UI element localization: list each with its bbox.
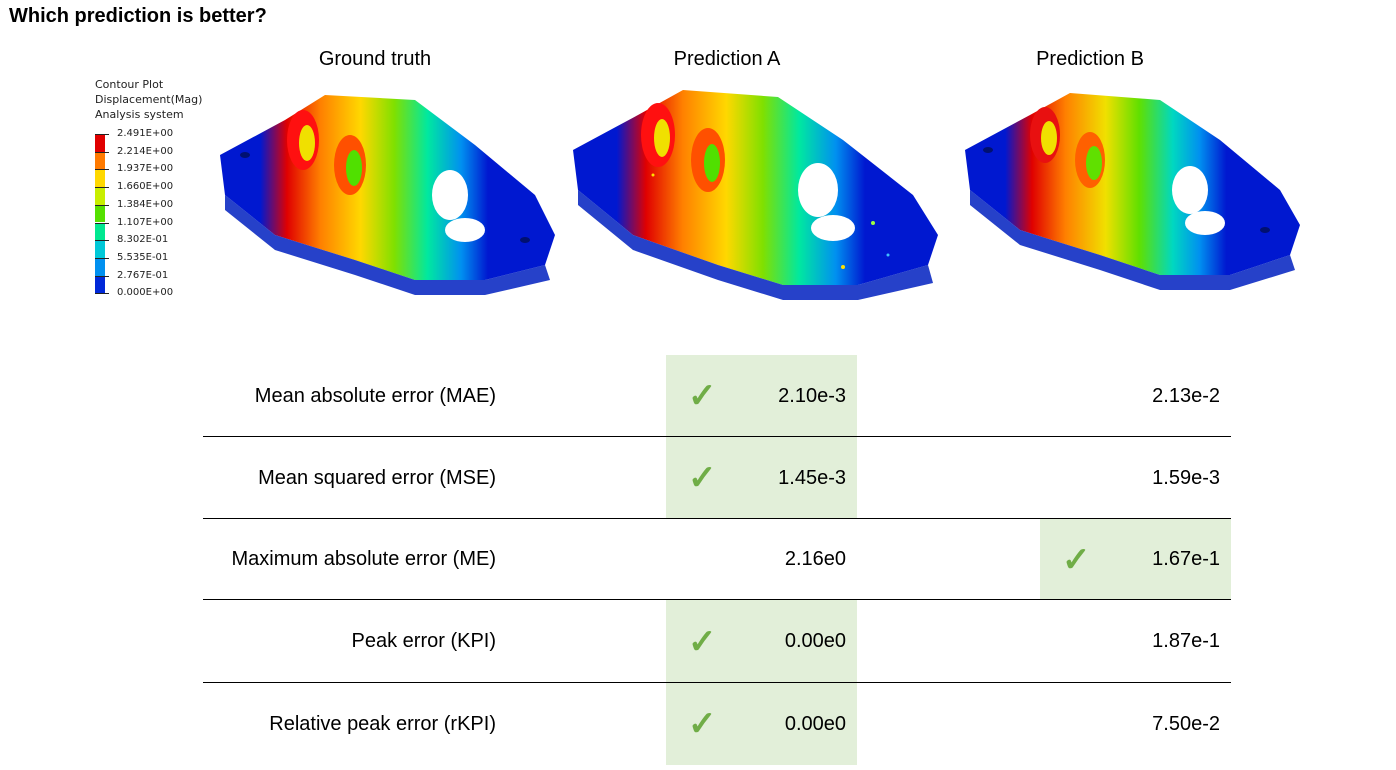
metric-value-prediction-a: ✓ 0.00e0 xyxy=(666,683,857,765)
legend-system: Analysis system xyxy=(95,108,184,121)
legend-value-label: 2.767E-01 xyxy=(117,269,169,281)
legend-color-band xyxy=(95,222,105,241)
legend-color-band xyxy=(95,257,105,276)
legend-tick xyxy=(95,240,109,242)
metric-value-text: 1.67e-1 xyxy=(1152,548,1220,570)
metric-row: Peak error (KPI) ✓ 0.00e0 1.87e-1 xyxy=(203,600,1231,683)
metric-value-prediction-b: ✓ 1.67e-1 xyxy=(1040,519,1231,600)
metric-value-prediction-b: 1.87e-1 xyxy=(1040,600,1231,683)
metric-value-text: 7.50e-2 xyxy=(1152,712,1220,735)
legend-tick xyxy=(95,222,109,224)
legend-value-label: 1.660E+00 xyxy=(117,181,174,193)
legend-value-label: 5.535E-01 xyxy=(117,251,169,263)
metric-value-text: 2.13e-2 xyxy=(1152,384,1220,407)
contour-legend: Contour Plot Displacement(Mag) Analysis … xyxy=(95,77,225,298)
legend-tick xyxy=(95,187,109,189)
legend-value-label: 1.107E+00 xyxy=(117,216,174,228)
metric-value-text: 1.87e-1 xyxy=(1152,630,1220,652)
metric-value-prediction-b: 1.59e-3 xyxy=(1040,437,1231,519)
metric-value-text: 1.59e-3 xyxy=(1152,466,1220,489)
metric-value-prediction-a: ✓ 1.45e-3 xyxy=(666,437,857,519)
metric-value-prediction-b: 7.50e-2 xyxy=(1040,683,1231,765)
bracket-render-ground-truth-image xyxy=(220,95,555,295)
legend-color-band xyxy=(95,151,105,170)
metric-row: Mean squared error (MSE) ✓ 1.45e-3 1.59e-3 xyxy=(203,437,1231,519)
metric-value-prediction-a: ✓ 0.00e0 xyxy=(666,600,857,683)
row-divider xyxy=(203,682,1231,683)
legend-tick xyxy=(95,257,109,259)
row-divider xyxy=(203,518,1231,519)
legend-tick xyxy=(95,134,109,135)
legend-tick xyxy=(95,204,109,206)
legend-tick xyxy=(95,151,109,153)
legend-quantity: Displacement(Mag) xyxy=(95,93,203,106)
legend-color-scale: 2.491E+00 2.214E+00 1.937E+00 1.660E+00 1.38… xyxy=(95,128,225,304)
legend-color-band xyxy=(95,187,105,205)
row-divider xyxy=(203,436,1231,437)
metric-value-prediction-b: 2.13e-2 xyxy=(1040,355,1231,437)
metric-label: Mean squared error (MSE) xyxy=(258,466,496,489)
legend-color-band xyxy=(95,204,105,223)
metric-value-text: 0.00e0 xyxy=(784,712,846,735)
metrics-table: Mean absolute error (MAE) ✓ 2.10e-3 2.13e-2… xyxy=(203,355,1231,765)
metric-value-text: 0.00e0 xyxy=(784,630,846,652)
metric-value-prediction-a: 2.16e0 xyxy=(666,519,857,600)
metric-row: Relative peak error (rKPI) ✓ 0.00e0 7.50e-2 xyxy=(203,683,1231,765)
metric-label: Maximum absolute error (ME) xyxy=(231,548,496,570)
row-divider xyxy=(203,599,1231,600)
metric-value-prediction-a: ✓ 2.10e-3 xyxy=(666,355,857,437)
bracket-render-prediction-a-image xyxy=(573,90,938,300)
legend-value-label: 0.000E+00 xyxy=(117,287,174,299)
legend-title: Contour Plot xyxy=(95,78,164,91)
legend-value-label: 1.384E+00 xyxy=(117,198,174,210)
checkmark-icon: ✓ xyxy=(688,377,717,415)
metric-value-text: 2.10e-3 xyxy=(778,384,846,407)
column-heading-prediction-b: Prediction B xyxy=(1036,48,1144,70)
legend-tick xyxy=(95,169,109,171)
page-title: Which prediction is better? xyxy=(9,5,267,27)
legend-tick xyxy=(95,275,109,277)
bracket-render-prediction-b-image xyxy=(965,93,1300,290)
render-prediction-a xyxy=(568,85,943,305)
render-ground-truth xyxy=(215,85,560,300)
metric-value-text: 1.45e-3 xyxy=(778,466,846,489)
checkmark-icon: ✓ xyxy=(688,459,717,497)
metric-value-text: 2.16e0 xyxy=(784,548,846,570)
checkmark-icon: ✓ xyxy=(1062,540,1091,579)
legend-color-band xyxy=(95,275,105,294)
checkmark-icon: ✓ xyxy=(688,622,717,661)
metric-label: Mean absolute error (MAE) xyxy=(254,384,496,407)
checkmark-icon: ✓ xyxy=(688,705,717,743)
column-heading-prediction-a: Prediction A xyxy=(673,48,781,70)
legend-value-label: 2.214E+00 xyxy=(117,145,174,157)
legend-color-band xyxy=(95,134,105,152)
column-heading-ground-truth: Ground truth xyxy=(318,48,432,70)
legend-color-band xyxy=(95,240,105,258)
legend-value-label: 8.302E-01 xyxy=(117,234,169,246)
metric-label: Relative peak error (rKPI) xyxy=(269,712,496,735)
legend-color-band xyxy=(95,169,105,188)
legend-tick xyxy=(95,293,109,295)
render-prediction-b xyxy=(960,85,1305,295)
metric-row: Maximum absolute error (ME) 2.16e0 ✓ 1.67e-… xyxy=(203,519,1231,600)
metric-label: Peak error (KPI) xyxy=(351,630,496,652)
legend-value-label: 1.937E+00 xyxy=(117,163,174,175)
metric-row: Mean absolute error (MAE) ✓ 2.10e-3 2.13e-2 xyxy=(203,355,1231,437)
legend-value-label: 2.491E+00 xyxy=(117,128,174,139)
